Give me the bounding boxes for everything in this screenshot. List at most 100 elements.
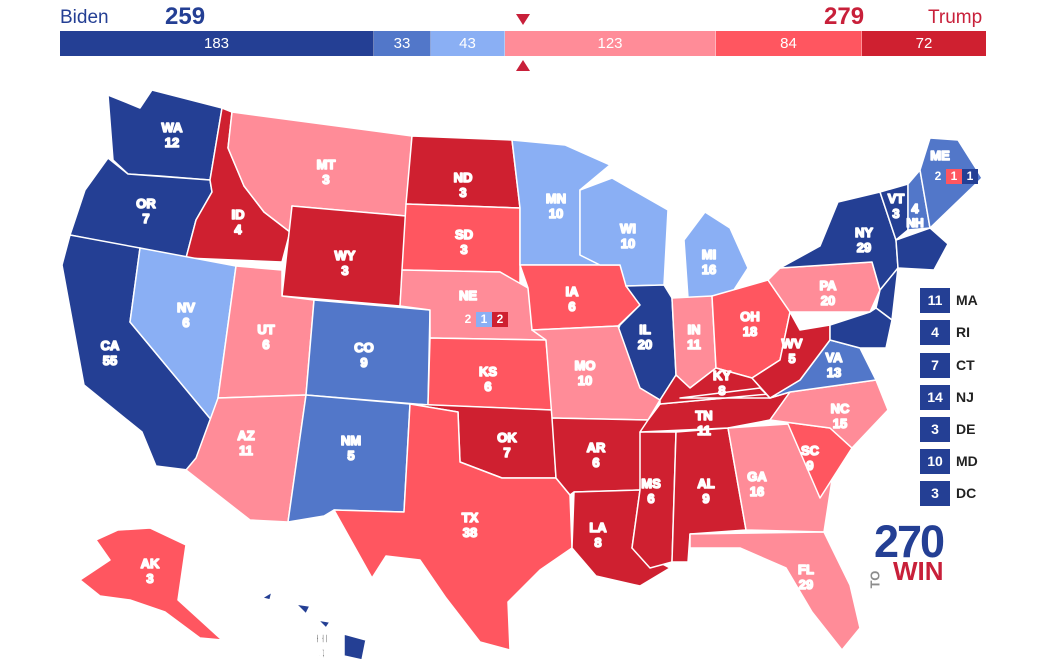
svg-text:LA: LA <box>589 520 607 535</box>
state-nm[interactable]: NM5 <box>287 394 411 523</box>
svg-text:7: 7 <box>503 445 510 460</box>
svg-text:3: 3 <box>892 206 899 221</box>
270-marker-top-icon <box>516 14 530 25</box>
svg-text:29: 29 <box>857 240 871 255</box>
svg-text:OH: OH <box>740 309 760 324</box>
svg-text:CO: CO <box>354 340 374 355</box>
state-ar[interactable]: AR6 <box>551 417 649 496</box>
bar-segment-lean-dem[interactable]: 43 <box>431 31 505 56</box>
svg-text:GA: GA <box>747 469 767 484</box>
bar-segment-lean-rep[interactable]: 123 <box>505 31 716 56</box>
bar-segment-likely-rep[interactable]: 84 <box>716 31 862 56</box>
svg-text:AL: AL <box>697 476 714 491</box>
svg-text:20: 20 <box>638 337 652 352</box>
svg-text:11: 11 <box>239 443 253 458</box>
ne-split-district-2[interactable]: 1 <box>476 312 492 327</box>
svg-text:9: 9 <box>806 458 813 473</box>
small-state-ri-ev[interactable]: 4 <box>920 320 950 345</box>
state-or[interactable]: OR7 <box>69 157 213 259</box>
rep-candidate-name: Trump <box>928 7 983 28</box>
me-split-statewide[interactable]: 2 <box>930 169 946 184</box>
state-vt[interactable]: VT3 <box>879 183 909 241</box>
svg-text:11: 11 <box>697 423 711 438</box>
small-state-md-ev[interactable]: 10 <box>920 449 950 474</box>
state-wy[interactable]: WY3 <box>281 205 407 307</box>
state-nd[interactable]: ND3 <box>405 135 521 209</box>
svg-text:16: 16 <box>702 262 716 277</box>
svg-text:16: 16 <box>750 484 764 499</box>
svg-text:ND: ND <box>454 170 473 185</box>
small-state-ma-ev[interactable]: 11 <box>920 288 950 313</box>
svg-text:6: 6 <box>182 315 189 330</box>
svg-text:IN: IN <box>688 322 701 337</box>
state-sd[interactable]: SD3 <box>401 203 521 285</box>
svg-text:NE: NE <box>459 288 477 303</box>
svg-text:OR: OR <box>136 196 156 211</box>
state-md-de[interactable] <box>829 307 893 349</box>
state-ut[interactable]: UT6 <box>217 265 315 399</box>
state-ia[interactable]: IA6 <box>519 264 641 331</box>
bar-segment-safe-dem[interactable]: 183 <box>60 31 374 56</box>
svg-text:ME: ME <box>930 148 950 163</box>
svg-text:WI: WI <box>620 221 636 236</box>
state-ma-ri-ct[interactable] <box>895 227 949 271</box>
me-split-district-2[interactable]: 1 <box>946 169 962 184</box>
ne-split-district-3[interactable]: 2 <box>492 312 508 327</box>
state-wv[interactable]: WV5 <box>751 311 831 399</box>
state-ak[interactable]: AK3 <box>79 527 223 641</box>
small-state-de-ev[interactable]: 3 <box>920 417 950 442</box>
svg-text:MO: MO <box>575 358 596 373</box>
svg-text:55: 55 <box>103 353 117 368</box>
svg-text:10: 10 <box>621 236 635 251</box>
state-sc[interactable]: SC9 <box>769 419 853 499</box>
state-nh[interactable]: 4NH <box>906 169 931 231</box>
svg-text:VA: VA <box>825 350 843 365</box>
me-split-district-1[interactable]: 1 <box>962 169 978 184</box>
state-co[interactable]: CO9 <box>305 299 431 406</box>
state-ms[interactable]: MS6 <box>631 431 677 569</box>
svg-text:IA: IA <box>566 284 580 299</box>
state-ks[interactable]: KS6 <box>427 337 553 411</box>
svg-text:NV: NV <box>177 300 195 315</box>
svg-text:9: 9 <box>702 491 709 506</box>
small-state-nj-ev[interactable]: 14 <box>920 385 950 410</box>
small-state-dc-ev[interactable]: 3 <box>920 481 950 506</box>
state-ne[interactable]: NE <box>399 269 547 341</box>
dem-candidate-name: Biden <box>60 7 109 28</box>
state-al[interactable]: AL9 <box>671 427 747 563</box>
state-hi[interactable]: HI4 <box>261 591 367 662</box>
svg-text:CA: CA <box>101 338 120 353</box>
svg-text:11: 11 <box>687 337 701 352</box>
svg-text:18: 18 <box>743 324 757 339</box>
bar-segment-likely-dem[interactable]: 33 <box>374 31 431 56</box>
svg-text:OK: OK <box>497 430 517 445</box>
bar-segment-safe-rep[interactable]: 72 <box>862 31 986 56</box>
svg-text:10: 10 <box>578 373 592 388</box>
ne-split-statewide[interactable]: 2 <box>460 312 476 327</box>
svg-text:WY: WY <box>335 248 356 263</box>
svg-text:4: 4 <box>234 222 242 237</box>
state-id[interactable]: ID4 <box>185 107 291 263</box>
small-state-ct-ev[interactable]: 7 <box>920 353 950 378</box>
svg-text:NC: NC <box>831 401 850 416</box>
svg-text:3: 3 <box>460 242 467 257</box>
svg-text:NY: NY <box>855 225 873 240</box>
svg-text:3: 3 <box>459 185 466 200</box>
svg-text:MT: MT <box>317 157 336 172</box>
svg-text:WV: WV <box>782 336 803 351</box>
